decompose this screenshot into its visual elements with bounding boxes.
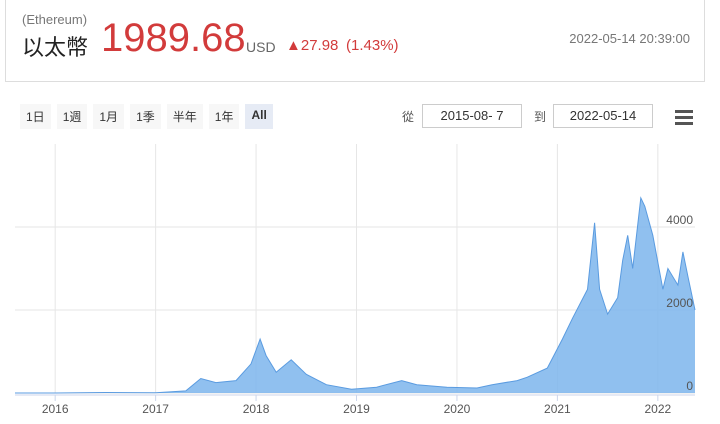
- range-button[interactable]: 1季: [130, 104, 161, 129]
- x-tick-label: 2018: [243, 402, 270, 416]
- timestamp: 2022-05-14 20:39:00: [569, 31, 690, 46]
- x-tick-label: 2017: [142, 402, 169, 416]
- to-label: 到: [534, 110, 547, 124]
- header: (Ethereum) 以太幣 1989.68 USD ▲27.98 (1.43%…: [5, 0, 705, 82]
- price: 1989.68: [101, 16, 246, 60]
- range-button[interactable]: 1月: [93, 104, 125, 129]
- range-button[interactable]: 1日: [20, 104, 51, 129]
- subtitle: (Ethereum): [22, 12, 88, 27]
- range-button[interactable]: 半年: [166, 104, 203, 129]
- change: ▲27.98: [286, 37, 339, 54]
- range-button[interactable]: 1週: [56, 104, 88, 129]
- from-label: 從: [402, 110, 415, 124]
- y-tick-label: 0: [686, 379, 693, 393]
- line: [15, 196, 696, 394]
- to-date[interactable]: 2022-05-14: [553, 104, 653, 128]
- from-date[interactable]: 2015-08- 7: [422, 104, 522, 128]
- x-tick-label: 2022: [644, 402, 671, 416]
- range-button[interactable]: 1年: [208, 104, 240, 129]
- change-pct: (1.43%): [346, 37, 399, 54]
- y-tick-label: 4000: [666, 213, 693, 227]
- range-buttons: 1日 1週 1月 1季 半年 1年 All: [20, 104, 273, 129]
- currency: USD: [246, 39, 276, 55]
- area: [15, 197, 695, 393]
- x-tick-label: 2016: [42, 402, 69, 416]
- menu-button[interactable]: [675, 110, 693, 128]
- x-tick-label: 2021: [544, 402, 571, 416]
- asset-name: 以太幣: [22, 35, 89, 60]
- x-tick-label: 2019: [343, 402, 370, 416]
- x-tick-label: 2020: [444, 402, 471, 416]
- range-button[interactable]: All: [245, 104, 273, 129]
- y-tick-label: 2000: [666, 296, 693, 310]
